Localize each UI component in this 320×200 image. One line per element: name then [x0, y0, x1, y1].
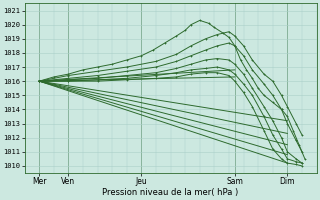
X-axis label: Pression niveau de la mer( hPa ): Pression niveau de la mer( hPa )	[102, 188, 239, 197]
